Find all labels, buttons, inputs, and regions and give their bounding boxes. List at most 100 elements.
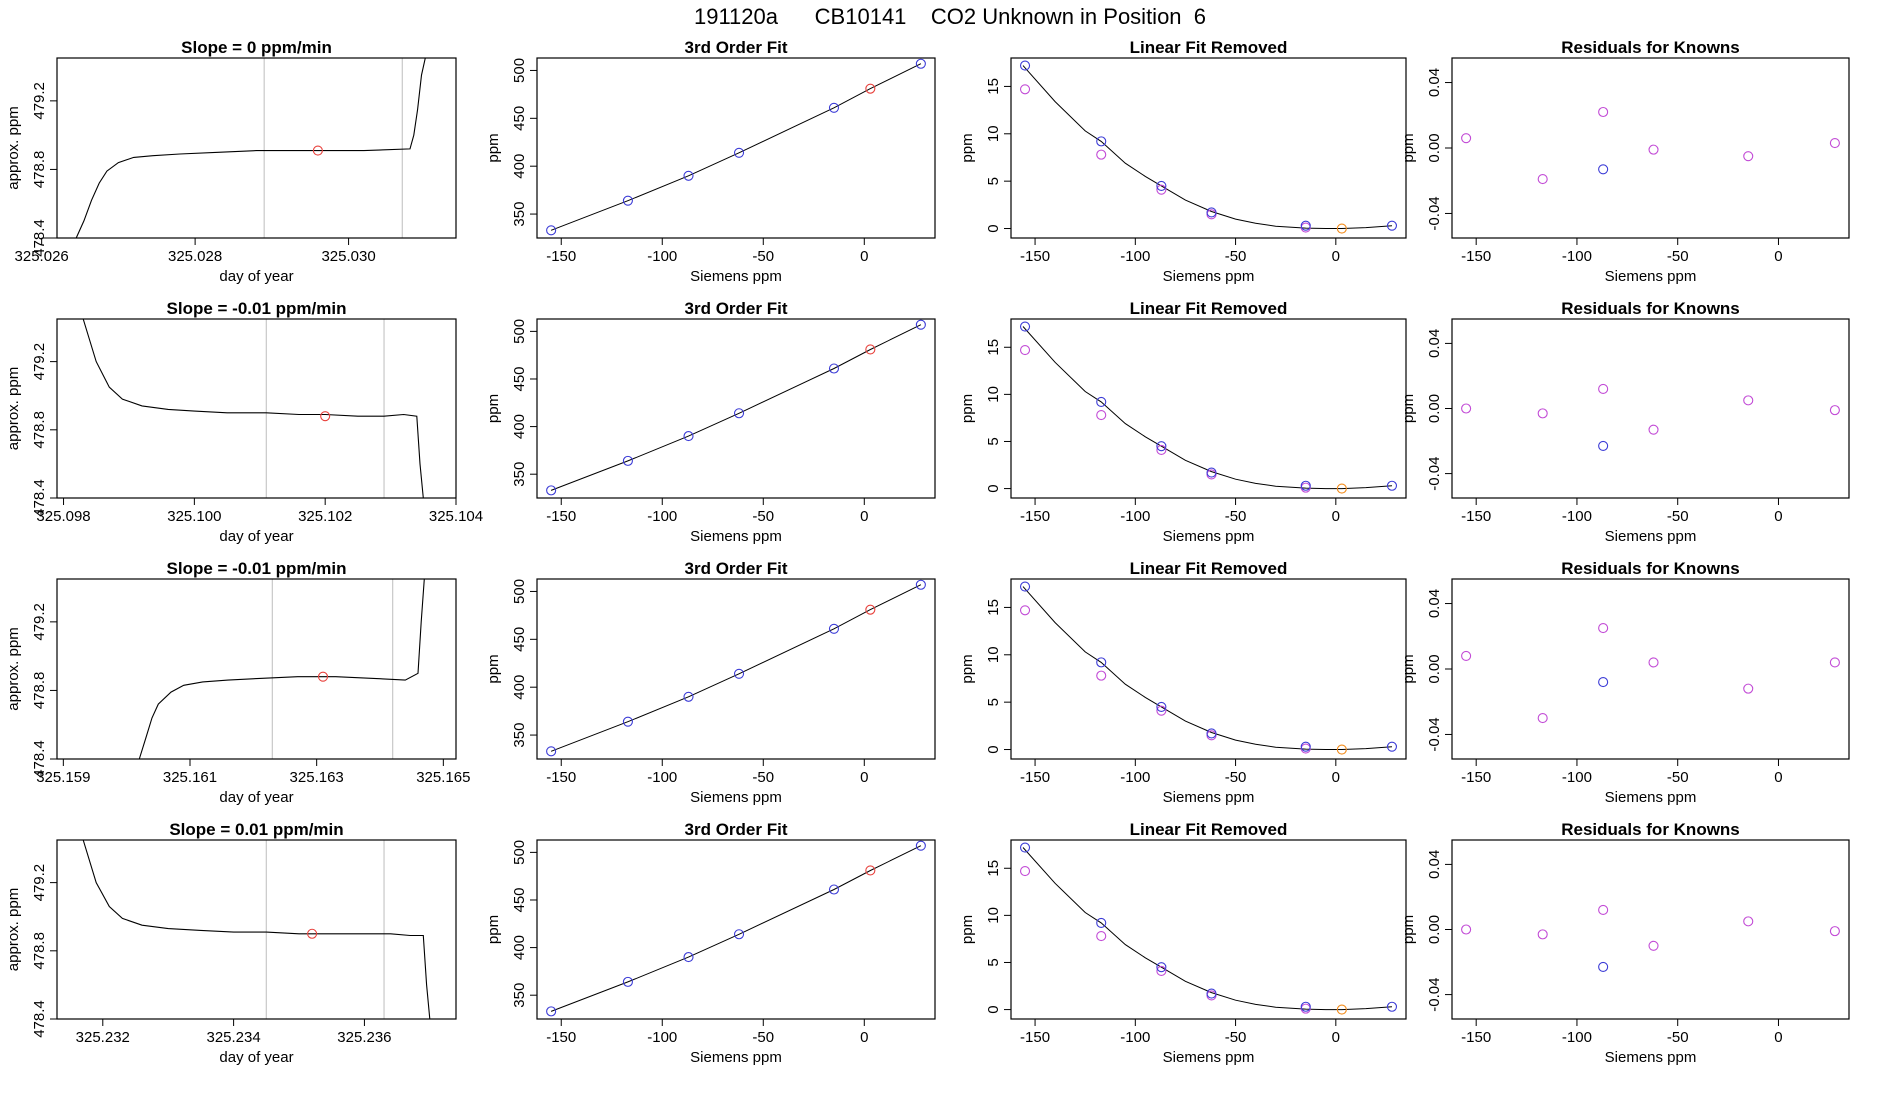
- y-tick-label: 450: [511, 887, 528, 912]
- y-tick-label: 0.04: [1426, 68, 1443, 97]
- y-tick-label: 0.00: [1426, 915, 1443, 944]
- residual-point: [1743, 916, 1754, 927]
- x-tick-label: -100: [1120, 1029, 1150, 1046]
- known-point: [1206, 467, 1217, 478]
- known-point: [915, 58, 926, 69]
- panel-title: Linear Fit Removed: [1130, 559, 1288, 578]
- known-point: [546, 225, 557, 236]
- y-tick-label: 450: [511, 627, 528, 652]
- x-axis-label: Siemens ppm: [1163, 268, 1255, 285]
- panel-title: Residuals for Knowns: [1561, 38, 1740, 57]
- known-point: [622, 976, 633, 987]
- x-tick-label: 0: [860, 769, 868, 786]
- known-point: [733, 929, 745, 940]
- y-tick-label: 0.04: [1426, 329, 1443, 358]
- residual-point: [1743, 683, 1754, 694]
- x-tick-label: 325.159: [36, 769, 90, 786]
- known-point: [1300, 220, 1311, 231]
- unknown-point: [865, 865, 876, 876]
- residual-point: [1648, 144, 1659, 155]
- y-tick-label: 350: [511, 723, 528, 748]
- x-tick-label: 325.028: [168, 248, 222, 265]
- raw-known-point: [1156, 184, 1167, 195]
- panel-title: Linear Fit Removed: [1130, 38, 1288, 57]
- residual-point: [1648, 940, 1659, 951]
- x-axis-label: Siemens ppm: [1605, 528, 1697, 545]
- known-point: [1096, 396, 1107, 407]
- y-tick-label: 450: [511, 366, 528, 391]
- known-point: [1019, 60, 1031, 71]
- known-point: [1386, 741, 1398, 752]
- x-axis-label: day of year: [219, 528, 293, 545]
- x-axis-label: Siemens ppm: [690, 268, 782, 285]
- known-point: [1096, 657, 1107, 668]
- raw-known-point: [1096, 931, 1107, 942]
- fit-curve: [550, 845, 922, 1012]
- y-tick-label: 0: [985, 484, 1002, 492]
- x-tick-label: -150: [546, 508, 576, 525]
- y-axis-label: ppm: [959, 133, 976, 162]
- known-point: [1206, 728, 1217, 739]
- x-tick-label: 0: [1774, 508, 1782, 525]
- known-point: [683, 691, 694, 702]
- y-tick-label: 400: [511, 154, 528, 179]
- plot-frame: [1451, 578, 1850, 760]
- y-tick-label: 400: [511, 675, 528, 700]
- panel-title: Slope = 0.01 ppm/min: [169, 820, 343, 839]
- unknown-point: [1336, 1004, 1347, 1015]
- x-axis-label: day of year: [219, 789, 293, 806]
- y-tick-label: 0.04: [1426, 589, 1443, 618]
- residual-point: [1743, 395, 1754, 406]
- y-tick-label: 5: [985, 177, 1002, 185]
- x-tick-label: -100: [647, 508, 677, 525]
- y-tick-label: 478.8: [31, 411, 48, 449]
- known-point: [622, 195, 633, 206]
- x-tick-label: -100: [1562, 248, 1592, 265]
- x-tick-label: 325.102: [298, 508, 352, 525]
- panel-title: Linear Fit Removed: [1130, 820, 1288, 839]
- y-axis-label: ppm: [959, 394, 976, 423]
- known-point: [1300, 741, 1311, 752]
- panel-title: Linear Fit Removed: [1130, 299, 1288, 318]
- plot-frame: [56, 57, 457, 239]
- x-tick-label: 0: [1774, 248, 1782, 265]
- known-point: [733, 668, 745, 679]
- panel-title: 3rd Order Fit: [685, 820, 788, 839]
- x-tick-label: 325.030: [321, 248, 375, 265]
- known-point: [1019, 321, 1031, 332]
- y-tick-label: 15: [985, 860, 1002, 877]
- known-point: [1386, 480, 1398, 491]
- residual-point: [1461, 403, 1472, 414]
- concentration-trace: [138, 578, 425, 760]
- y-tick-label: 478.4: [31, 1000, 48, 1038]
- known-point: [1156, 962, 1167, 973]
- y-tick-label: 478.4: [31, 479, 48, 517]
- plot-frame: [1451, 318, 1850, 499]
- x-tick-label: -150: [546, 769, 576, 786]
- x-tick-label: 325.234: [206, 1029, 260, 1046]
- panel-title: Slope = -0.01 ppm/min: [167, 559, 347, 578]
- x-axis-label: Siemens ppm: [690, 528, 782, 545]
- x-tick-label: 325.165: [416, 769, 470, 786]
- y-axis-label: ppm: [485, 654, 502, 683]
- x-tick-label: -50: [1225, 248, 1247, 265]
- plot-frame: [536, 57, 936, 239]
- y-tick-label: 478.8: [31, 932, 48, 970]
- y-tick-label: -0.04: [1426, 717, 1443, 751]
- x-axis-label: Siemens ppm: [1605, 1049, 1697, 1066]
- y-tick-label: 10: [985, 125, 1002, 142]
- known-point: [915, 579, 926, 590]
- residual-point: [1829, 926, 1840, 937]
- panel-title: 3rd Order Fit: [685, 38, 788, 57]
- x-tick-label: -150: [1020, 248, 1050, 265]
- unknown-point: [865, 604, 876, 615]
- known-point: [1156, 701, 1167, 712]
- y-axis-label: ppm: [485, 915, 502, 944]
- unknown-point: [1336, 744, 1347, 755]
- x-tick-label: 0: [1332, 508, 1340, 525]
- y-tick-label: 500: [511, 319, 528, 344]
- residual-point-blue: [1598, 961, 1609, 972]
- x-tick-label: -50: [1667, 508, 1689, 525]
- y-tick-label: 478.4: [31, 740, 48, 778]
- known-point: [546, 1006, 557, 1017]
